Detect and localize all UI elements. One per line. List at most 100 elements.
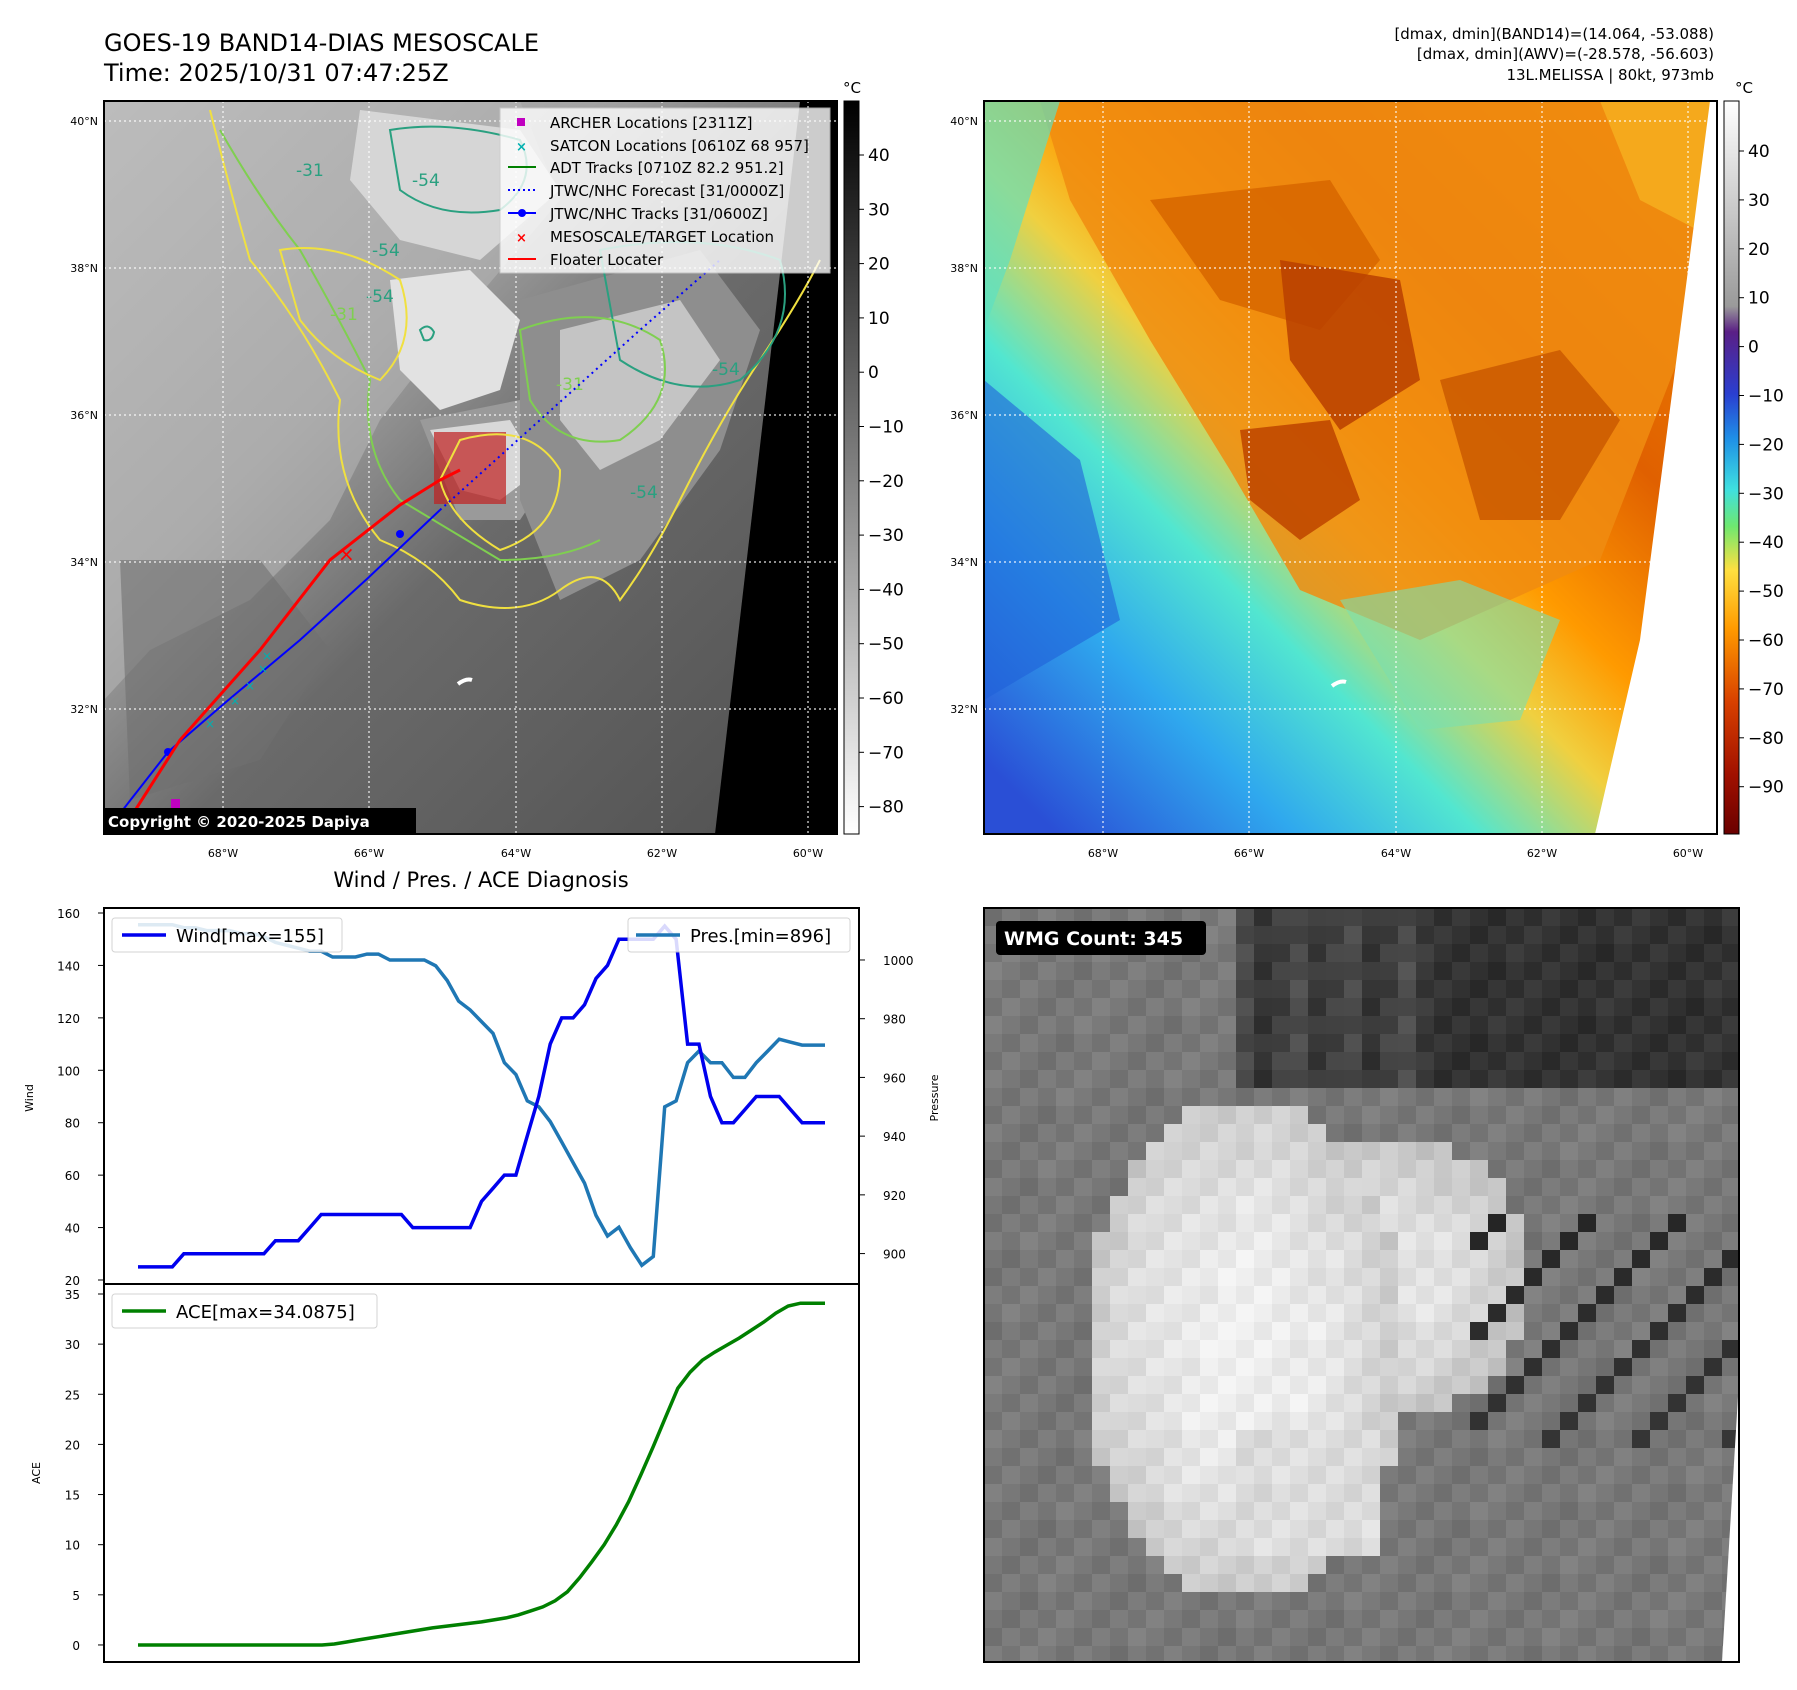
wmg-cell — [1128, 1412, 1146, 1430]
lat-label: 34°N — [950, 556, 978, 569]
wmg-cell — [1506, 1232, 1524, 1250]
wmg-cell — [1308, 1232, 1326, 1250]
wmg-cell — [1164, 1556, 1182, 1574]
wmg-cell — [1488, 1142, 1506, 1160]
wmg-cell — [1488, 1322, 1506, 1340]
wmg-cell — [984, 1016, 1002, 1034]
wmg-cell — [1488, 1214, 1506, 1232]
wmg-cell — [1182, 1034, 1200, 1052]
wmg-cell — [1254, 1484, 1272, 1502]
wmg-cell — [1506, 944, 1524, 962]
wmg-cell — [1254, 1052, 1272, 1070]
wmg-cell — [1002, 1016, 1020, 1034]
wmg-cell — [1452, 1412, 1470, 1430]
wmg-cell — [1056, 998, 1074, 1016]
wmg-cell — [1182, 1412, 1200, 1430]
wmg-cell — [1596, 1124, 1614, 1142]
wmg-cell — [1398, 1178, 1416, 1196]
wmg-cell — [1056, 1556, 1074, 1574]
wmg-cell — [1470, 1322, 1488, 1340]
wmg-cell — [1722, 1286, 1739, 1304]
wmg-cell — [1326, 1034, 1344, 1052]
wmg-cell — [1488, 998, 1506, 1016]
wmg-cell — [1002, 1520, 1020, 1538]
wmg-cell — [1110, 1574, 1128, 1592]
wmg-cell — [1488, 1358, 1506, 1376]
wmg-cell — [1128, 1178, 1146, 1196]
wmg-cell — [1398, 1574, 1416, 1592]
wmg-cell — [984, 1538, 1002, 1556]
lon-label: 64°W — [501, 847, 531, 860]
wmg-cell — [1434, 1412, 1452, 1430]
wmg-cell — [1524, 962, 1542, 980]
wmg-cell — [1488, 1160, 1506, 1178]
wmg-cell — [1452, 1106, 1470, 1124]
pressure-legend-label: Pres.[min=896] — [690, 926, 831, 947]
wmg-cell — [1128, 1646, 1146, 1662]
wmg-cell — [1632, 962, 1650, 980]
wmg-cell — [1632, 998, 1650, 1016]
wmg-cell — [1380, 1232, 1398, 1250]
wmg-cell — [1092, 1520, 1110, 1538]
wmg-cell — [1236, 1574, 1254, 1592]
wmg-cell — [1578, 1376, 1596, 1394]
wind-pressure-frame — [103, 907, 860, 1285]
wmg-cell — [1236, 944, 1254, 962]
wmg-cell — [1632, 1646, 1650, 1662]
contour-label: -54 — [412, 171, 440, 191]
wmg-cell — [1056, 1412, 1074, 1430]
wmg-cell — [1056, 980, 1074, 998]
wmg-cell — [1254, 1556, 1272, 1574]
wmg-cell — [1596, 1556, 1614, 1574]
wmg-cell — [1704, 1448, 1722, 1466]
wmg-cell — [1164, 1106, 1182, 1124]
ace-legend-label: ACE[max=34.0875] — [176, 1302, 355, 1323]
wmg-cell — [1308, 1430, 1326, 1448]
wmg-cell — [1164, 1628, 1182, 1646]
wmg-cell — [1686, 1466, 1704, 1484]
wmg-cell — [1074, 1502, 1092, 1520]
wmg-cell — [1650, 1268, 1668, 1286]
wmg-cell — [1056, 1358, 1074, 1376]
wmg-cell — [1560, 1106, 1578, 1124]
wmg-cell — [1452, 1448, 1470, 1466]
wmg-cell — [1308, 1520, 1326, 1538]
wmg-cell — [1002, 962, 1020, 980]
wmg-cell — [1362, 1646, 1380, 1662]
wmg-cell — [1488, 980, 1506, 998]
wmg-cell — [1326, 1286, 1344, 1304]
wmg-cell — [1002, 1484, 1020, 1502]
wmg-cell — [1236, 1628, 1254, 1646]
wmg-cell — [1164, 1430, 1182, 1448]
wmg-cell — [1452, 1016, 1470, 1034]
wmg-cell — [1614, 1520, 1632, 1538]
wmg-cell — [1056, 1250, 1074, 1268]
wmg-cell — [1434, 1214, 1452, 1232]
color-colorbar-label: −60 — [1748, 631, 1784, 651]
wmg-cell — [1056, 1034, 1074, 1052]
wmg-cell — [1398, 926, 1416, 944]
wmg-cell — [1146, 1466, 1164, 1484]
color-colorbar-label: −50 — [1748, 582, 1784, 602]
wmg-cell — [1578, 1178, 1596, 1196]
wmg-cell — [1398, 1628, 1416, 1646]
wmg-cell — [1524, 1034, 1542, 1052]
wmg-cell — [1668, 908, 1686, 926]
wmg-cell — [1524, 926, 1542, 944]
gray-colorbar-label: 20 — [868, 255, 890, 275]
copyright: Copyright © 2020-2025 Dapiya — [108, 813, 370, 831]
wmg-cell — [1308, 1376, 1326, 1394]
wmg-cell — [1470, 1286, 1488, 1304]
wmg-cell — [1326, 1160, 1344, 1178]
wmg-cell — [1092, 1160, 1110, 1178]
wmg-cell — [1470, 962, 1488, 980]
wmg-cell — [1668, 1322, 1686, 1340]
wmg-cell — [1146, 1178, 1164, 1196]
wmg-cell — [1038, 1628, 1056, 1646]
wmg-cell — [1398, 1052, 1416, 1070]
wmg-cells — [984, 908, 1739, 1662]
wmg-count-box — [996, 921, 1206, 955]
wmg-cell — [1326, 980, 1344, 998]
